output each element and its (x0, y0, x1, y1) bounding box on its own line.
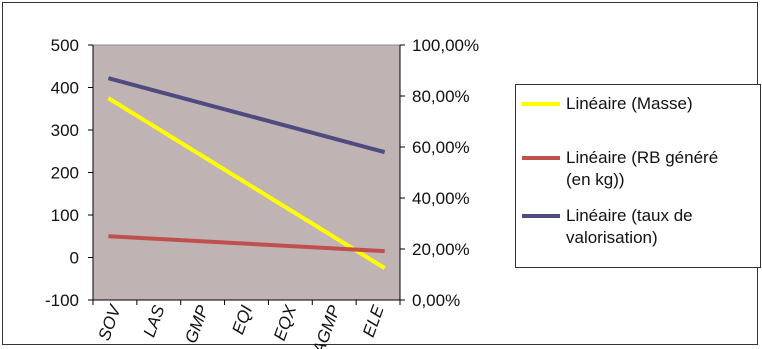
x-tick-label: SOV (95, 301, 126, 343)
y-left-tick-label: 200 (51, 164, 79, 183)
y-left-tick-label: 100 (51, 206, 79, 225)
x-tick-label: EQX (270, 302, 300, 343)
x-tick-label: LAS (140, 302, 169, 339)
x-tick-label: GMP (181, 302, 212, 346)
y-right-tick-label: 0,00% (412, 291, 460, 310)
legend-label-taux-line2: valorisation) (566, 228, 658, 247)
legend-item-rb: Linéaire (RB généré (en kg)) (522, 147, 756, 191)
legend-swatch-taux (522, 214, 560, 218)
y-right-tick-label: 20,00% (412, 240, 470, 259)
y-right-tick-label: 60,00% (412, 138, 470, 157)
series-line-masse (107, 96, 386, 270)
series-line-taux (107, 76, 386, 155)
y-right-tick-label: 100,00% (412, 36, 479, 55)
y-right-tick-label: 40,00% (412, 189, 470, 208)
series-line-rb (108, 234, 385, 254)
y-left-tick-label: 500 (51, 36, 79, 55)
legend-swatch-masse (522, 102, 560, 106)
legend-label-masse: Linéaire (Masse) (566, 94, 693, 113)
legend-swatch-rb (522, 156, 560, 160)
legend-item-taux: Linéaire (taux de valorisation) (522, 205, 756, 249)
plot-area (92, 44, 401, 301)
legend-label-rb: Linéaire (RB généré (en kg)) (566, 147, 756, 191)
legend-item-masse: Linéaire (Masse) (522, 93, 756, 115)
legend-label-taux: Linéaire (taux de valorisation) (566, 205, 756, 249)
legend-label-rb-line1: Linéaire (RB généré (566, 148, 719, 167)
legend: Linéaire (Masse) Linéaire (RB généré (en… (515, 84, 761, 268)
y-left-tick-label: 400 (51, 79, 79, 98)
legend-label-taux-line1: Linéaire (taux de (566, 206, 693, 225)
y-left-tick-label: -100 (45, 291, 79, 310)
y-right-tick-label: 80,00% (412, 87, 470, 106)
y-left-tick-label: 0 (70, 249, 79, 268)
x-tick-label: EQI (228, 303, 256, 337)
legend-label-rb-line2: (en kg)) (566, 170, 625, 189)
y-left-tick-label: 300 (51, 121, 79, 140)
x-tick-label: AGMP (309, 302, 345, 349)
x-tick-label: ELE (359, 302, 388, 339)
